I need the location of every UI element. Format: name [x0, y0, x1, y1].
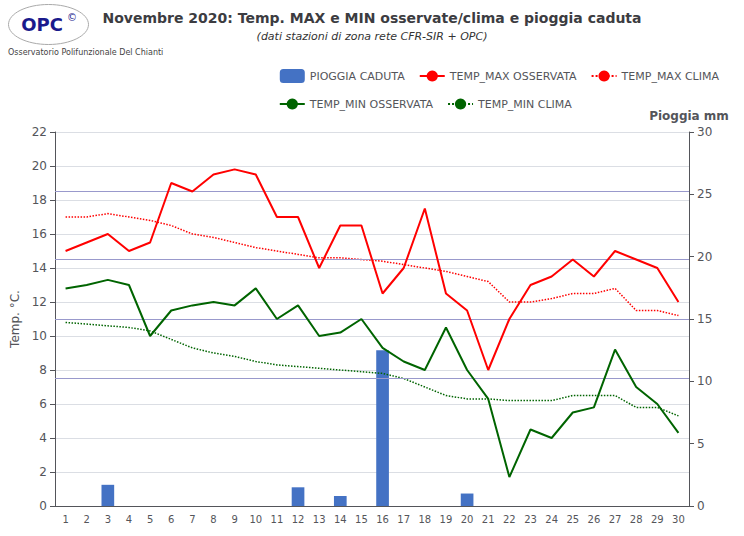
- svg-text:28: 28: [630, 514, 643, 525]
- svg-text:13: 13: [313, 514, 326, 525]
- svg-text:1: 1: [62, 514, 68, 525]
- svg-text:8: 8: [210, 514, 216, 525]
- svg-text:4: 4: [126, 514, 132, 525]
- svg-text:6: 6: [168, 514, 174, 525]
- svg-text:6: 6: [39, 397, 47, 411]
- svg-text:30: 30: [672, 514, 685, 525]
- svg-text:12: 12: [32, 295, 47, 309]
- svg-text:14: 14: [334, 514, 347, 525]
- svg-text:22: 22: [503, 514, 516, 525]
- svg-text:TEMP_MAX CLIMA: TEMP_MAX CLIMA: [621, 70, 720, 83]
- svg-text:OPC: OPC: [21, 14, 63, 35]
- svg-text:20: 20: [697, 250, 712, 264]
- svg-text:5: 5: [147, 514, 153, 525]
- svg-text:5: 5: [697, 437, 705, 451]
- svg-text:18: 18: [32, 193, 47, 207]
- svg-text:15: 15: [355, 514, 368, 525]
- svg-text:Temp. °C.: Temp. °C.: [8, 290, 22, 349]
- svg-text:17: 17: [397, 514, 410, 525]
- svg-text:19: 19: [440, 514, 453, 525]
- svg-text:30: 30: [697, 125, 712, 139]
- svg-text:14: 14: [32, 261, 47, 275]
- svg-text:9: 9: [231, 514, 237, 525]
- svg-text:2: 2: [39, 465, 47, 479]
- svg-text:10: 10: [249, 514, 262, 525]
- svg-text:12: 12: [292, 514, 305, 525]
- svg-text:21: 21: [482, 514, 495, 525]
- svg-text:18: 18: [418, 514, 431, 525]
- svg-text:Pioggia mm: Pioggia mm: [649, 109, 729, 123]
- svg-text:26: 26: [588, 514, 601, 525]
- svg-text:15: 15: [697, 312, 712, 326]
- svg-text:PIOGGIA CADUTA: PIOGGIA CADUTA: [310, 70, 405, 83]
- svg-text:11: 11: [271, 514, 284, 525]
- svg-text:0: 0: [39, 499, 47, 513]
- svg-text:0: 0: [697, 499, 705, 513]
- svg-text:10: 10: [697, 374, 712, 388]
- svg-text:22: 22: [32, 125, 47, 139]
- svg-text:16: 16: [376, 514, 389, 525]
- svg-text:20: 20: [461, 514, 474, 525]
- svg-text:10: 10: [32, 329, 47, 343]
- svg-text:TEMP_MIN OSSERVATA: TEMP_MIN OSSERVATA: [309, 98, 434, 111]
- svg-text:7: 7: [189, 514, 195, 525]
- svg-text:TEMP_MAX OSSERVATA: TEMP_MAX OSSERVATA: [449, 70, 577, 83]
- svg-text:8: 8: [39, 363, 47, 377]
- svg-text:27: 27: [609, 514, 622, 525]
- svg-text:©: ©: [67, 12, 77, 23]
- svg-text:Novembre 2020: Temp. MAX e MIN: Novembre 2020: Temp. MAX e MIN osservate…: [102, 10, 641, 26]
- svg-text:(dati stazioni di zona rete CF: (dati stazioni di zona rete CFR-SIR + OP…: [257, 30, 488, 43]
- svg-text:20: 20: [32, 159, 47, 173]
- svg-text:25: 25: [566, 514, 579, 525]
- svg-text:16: 16: [32, 227, 47, 241]
- svg-text:2: 2: [84, 514, 90, 525]
- svg-text:29: 29: [651, 514, 664, 525]
- svg-text:Osservatorio Polifunzionale De: Osservatorio Polifunzionale Del Chianti: [8, 48, 163, 57]
- svg-text:23: 23: [524, 514, 537, 525]
- svg-text:25: 25: [697, 187, 712, 201]
- svg-text:3: 3: [105, 514, 111, 525]
- svg-text:4: 4: [39, 431, 47, 445]
- svg-text:24: 24: [545, 514, 558, 525]
- svg-text:TEMP_MIN CLIMA: TEMP_MIN CLIMA: [477, 98, 572, 111]
